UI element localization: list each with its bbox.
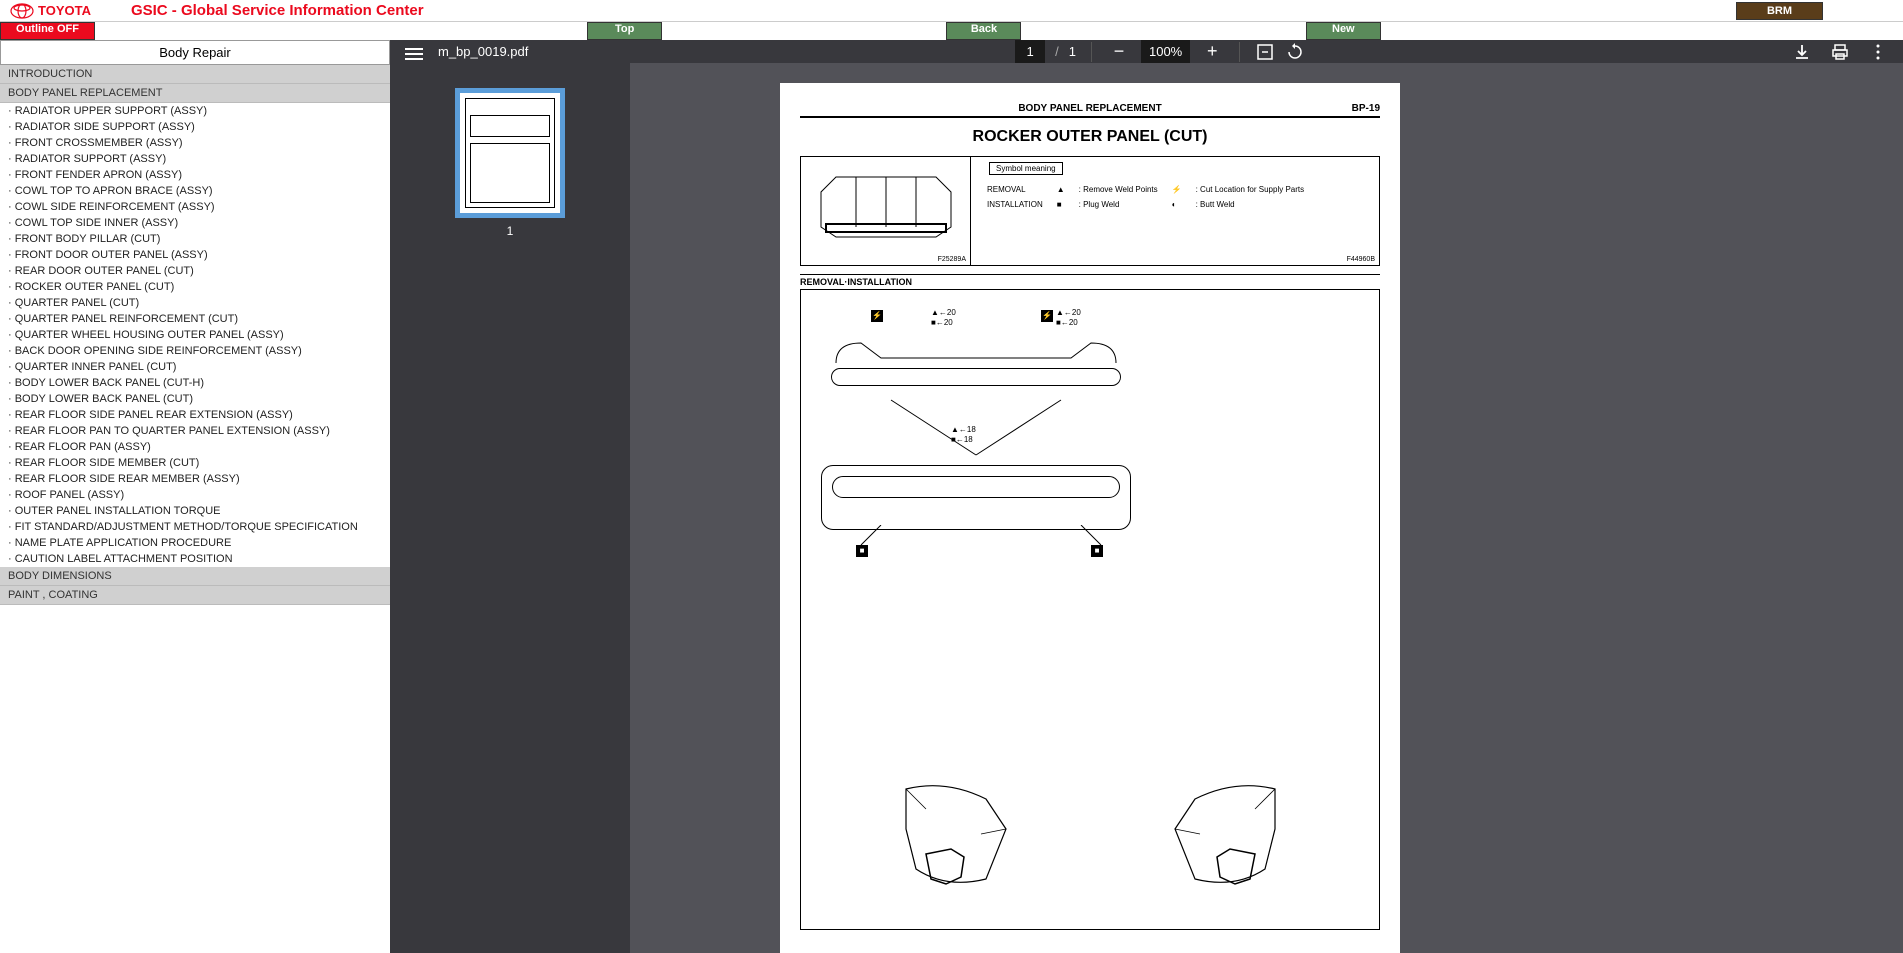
section-header[interactable]: INTRODUCTION [0,65,390,84]
sidebar-item[interactable]: · FRONT BODY PILLAR (CUT) [0,231,390,247]
sidebar-item[interactable]: · ROCKER OUTER PANEL (CUT) [0,279,390,295]
sidebar-item[interactable]: · FRONT FENDER APRON (ASSY) [0,167,390,183]
section-header[interactable]: BODY PANEL REPLACEMENT [0,84,390,103]
sidebar-item[interactable]: · RADIATOR SIDE SUPPORT (ASSY) [0,119,390,135]
annotation: ■←20 [931,318,953,327]
sidebar-item[interactable]: · RADIATOR UPPER SUPPORT (ASSY) [0,103,390,119]
symbol-meaning-label: Symbol meaning [989,162,1063,175]
page-thumbnail[interactable] [455,88,565,218]
pdf-filename: m_bp_0019.pdf [438,44,528,59]
rocker-panel-detail [821,465,1131,530]
print-icon[interactable] [1830,42,1850,62]
sidebar-item[interactable]: · OUTER PANEL INSTALLATION TORQUE [0,503,390,519]
section-header[interactable]: PAINT , COATING [0,586,390,605]
sidebar-item[interactable]: · RADIATOR SUPPORT (ASSY) [0,151,390,167]
sidebar-item[interactable]: · FRONT CROSSMEMBER (ASSY) [0,135,390,151]
legend-box: F25289A Symbol meaning REMOVAL▲: Remove … [800,156,1380,266]
sidebar-toggle-icon[interactable] [405,45,423,59]
cut-mark-icon: ⚡ [1041,310,1053,322]
legend-table: REMOVAL▲: Remove Weld Points⚡: Cut Locat… [979,181,1312,213]
sidebar-item[interactable]: · REAR FLOOR SIDE MEMBER (CUT) [0,455,390,471]
new-button[interactable]: New [1306,22,1381,40]
sidebar-item[interactable]: · QUARTER PANEL (CUT) [0,295,390,311]
annotation: ▲←20 [1056,308,1081,317]
toyota-logo-icon [10,3,34,19]
thumbnail-panel: 1 [390,63,630,953]
page-number-input[interactable] [1015,40,1045,63]
sidebar-item[interactable]: · COWL TOP SIDE INNER (ASSY) [0,215,390,231]
logo-text: TOYOTA [38,3,91,18]
sidebar-item[interactable]: · REAR FLOOR PAN (ASSY) [0,439,390,455]
sidebar-item[interactable]: · REAR FLOOR SIDE REAR MEMBER (ASSY) [0,471,390,487]
pdf-body: 1 BODY PANEL REPLACEMENT BP-19 ROCKER OU… [390,63,1903,953]
app-title: GSIC - Global Service Information Center [101,2,424,19]
sidebar-item[interactable]: · CAUTION LABEL ATTACHMENT POSITION [0,551,390,567]
sidebar-item[interactable]: · REAR FLOOR SIDE PANEL REAR EXTENSION (… [0,407,390,423]
pdf-toolbar: m_bp_0019.pdf / 1 − 100% + [390,40,1903,63]
sidebar-item[interactable]: · BODY LOWER BACK PANEL (CUT-H) [0,375,390,391]
sidebar-item[interactable]: · FRONT DOOR OUTER PANEL (ASSY) [0,247,390,263]
section-label: REMOVAL·INSTALLATION [800,274,1380,290]
zoom-level[interactable]: 100% [1141,40,1190,63]
outline-toggle-button[interactable]: Outline OFF [0,22,95,40]
pdf-page: BODY PANEL REPLACEMENT BP-19 ROCKER OUTE… [780,83,1400,953]
ref-left: F25289A [938,256,966,263]
page-total: 1 [1069,44,1076,59]
navbar: Outline OFF Top Back New [0,22,1903,40]
sidebar-item[interactable]: · COWL TOP TO APRON BRACE (ASSY) [0,183,390,199]
sidebar-item[interactable]: · BACK DOOR OPENING SIDE REINFORCEMENT (… [0,343,390,359]
ref-right: F44960B [1347,256,1375,263]
zoom-in-button[interactable]: + [1200,41,1224,62]
thumbnail-number: 1 [415,224,605,238]
main-content: Body Repair INTRODUCTIONBODY PANEL REPLA… [0,40,1903,952]
sidebar-item[interactable]: · FIT STANDARD/ADJUSTMENT METHOD/TORQUE … [0,519,390,535]
annotation: ▲←20 [931,308,956,317]
sidebar-item[interactable]: · ROOF PANEL (ASSY) [0,487,390,503]
doc-main-title: ROCKER OUTER PANEL (CUT) [800,128,1380,146]
annotation: ■←20 [1056,318,1078,327]
sidebar-item[interactable]: · BODY LOWER BACK PANEL (CUT) [0,391,390,407]
sidebar-item[interactable]: · REAR FLOOR PAN TO QUARTER PANEL EXTENS… [0,423,390,439]
fit-page-icon[interactable] [1255,42,1275,62]
sidebar-item[interactable]: · QUARTER PANEL REINFORCEMENT (CUT) [0,311,390,327]
rotate-icon[interactable] [1285,42,1305,62]
doc-header-title: BODY PANEL REPLACEMENT [1018,103,1161,114]
sidebar: Body Repair INTRODUCTIONBODY PANEL REPLA… [0,40,390,952]
sidebar-item[interactable]: · REAR DOOR OUTER PANEL (CUT) [0,263,390,279]
cut-mark-icon: ⚡ [871,310,883,322]
sidebar-item[interactable]: · NAME PLATE APPLICATION PROCEDURE [0,535,390,551]
section-header[interactable]: BODY DIMENSIONS [0,567,390,586]
main-diagram: ⚡ ▲←20 ■←20 ⚡ ▲←20 ■←20 ▲←18 [800,290,1380,930]
sidebar-title: Body Repair [0,40,390,65]
top-button[interactable]: Top [587,22,662,40]
sidebar-item[interactable]: · COWL SIDE REINFORCEMENT (ASSY) [0,199,390,215]
vehicle-diagram: F25289A [801,157,971,265]
pdf-viewer: m_bp_0019.pdf / 1 − 100% + [390,40,1903,952]
part-sketch-right [1155,769,1295,909]
zoom-out-button[interactable]: − [1107,41,1131,62]
part-sketch-left [886,769,1026,909]
toyota-logo: TOYOTA [0,3,101,19]
download-icon[interactable] [1792,42,1812,62]
more-icon[interactable] [1868,42,1888,62]
doc-page-number: BP-19 [1162,103,1380,114]
app-header: TOYOTA GSIC - Global Service Information… [0,0,1903,22]
sidebar-item[interactable]: · QUARTER WHEEL HOUSING OUTER PANEL (ASS… [0,327,390,343]
sidebar-item[interactable]: · QUARTER INNER PANEL (CUT) [0,359,390,375]
back-button[interactable]: Back [946,22,1021,40]
page-separator: / [1055,44,1059,59]
page-area[interactable]: BODY PANEL REPLACEMENT BP-19 ROCKER OUTE… [630,63,1903,953]
brm-button[interactable]: BRM [1736,2,1823,20]
